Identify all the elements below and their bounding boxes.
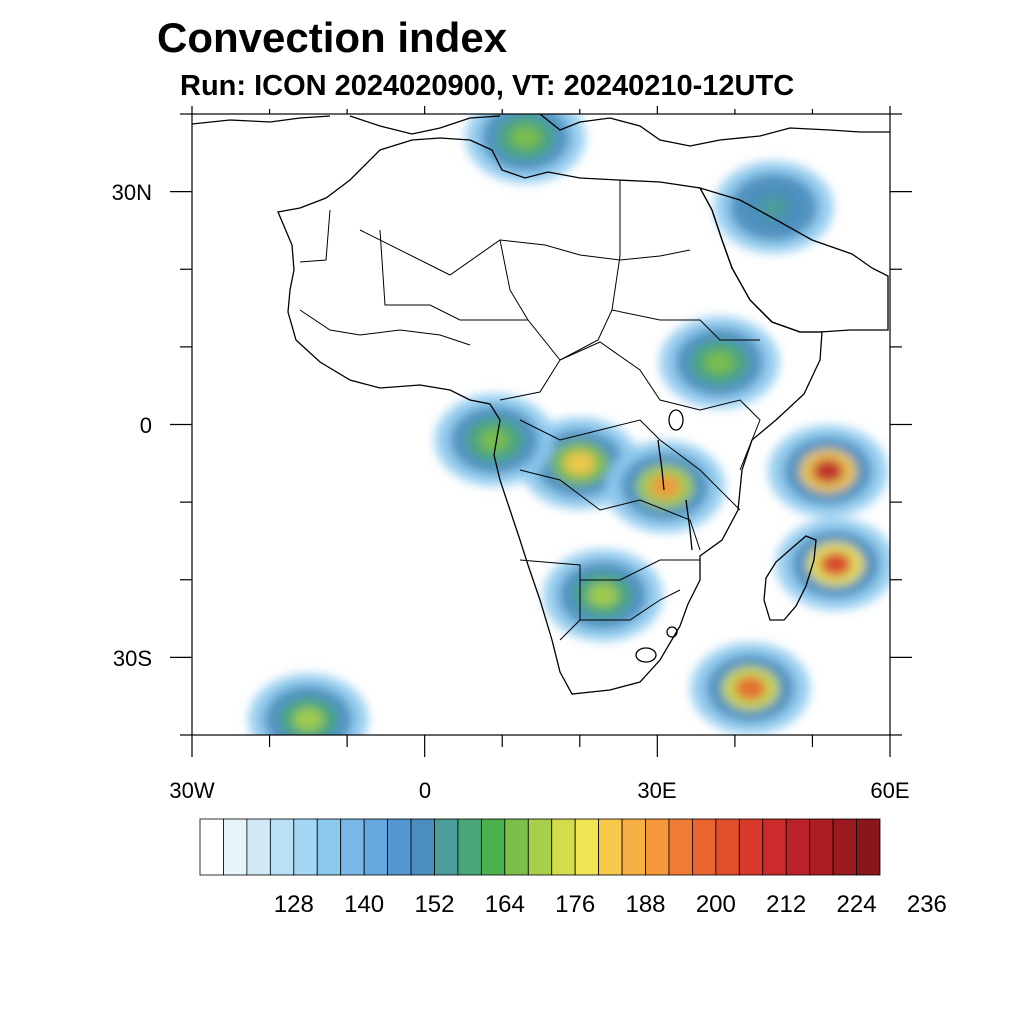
- convection-cell: [587, 583, 619, 608]
- colorbar-box: [809, 818, 834, 876]
- colorbar-labels: 128 140 152 164 176 188 200 212 224 236: [274, 891, 947, 918]
- border-line: [519, 419, 741, 511]
- y-tick-label: 30N: [112, 180, 152, 205]
- x-tick-label: 60E: [870, 778, 909, 803]
- colorbar: [199, 818, 881, 876]
- x-tick-label: 30E: [637, 778, 676, 803]
- border-line: [299, 209, 331, 263]
- y-tick-label: 30S: [113, 646, 152, 671]
- colorbar-box: [598, 818, 623, 876]
- colorbar-tick-label: 224: [837, 891, 877, 918]
- border-line: [519, 469, 701, 551]
- colorbar-tick-label: 188: [625, 891, 665, 918]
- convection-cell: [649, 474, 681, 499]
- coastlines: [192, 114, 890, 695]
- colorbar-box: [457, 818, 482, 876]
- colorbar-box: [246, 818, 271, 876]
- border-line: [559, 341, 761, 471]
- europe-coastline: [192, 114, 890, 147]
- colorbar-tick-label: 176: [555, 891, 595, 918]
- convection-cell: [292, 707, 324, 732]
- colorbar-box: [504, 818, 529, 876]
- national-borders: [299, 180, 761, 641]
- colorbar-tick-label: 212: [766, 891, 806, 918]
- border-line: [580, 559, 700, 581]
- colorbar-box: [410, 818, 435, 876]
- colorbar-box: [762, 818, 787, 876]
- colorbar-box: [551, 818, 576, 876]
- convection-cell: [758, 195, 790, 220]
- colorbar-box: [199, 818, 224, 876]
- colorbar-tick-label: 236: [907, 891, 947, 918]
- lake-victoria: [668, 409, 684, 431]
- x-tick-label: 0: [419, 778, 431, 803]
- lake-malawi: [685, 499, 693, 551]
- y-tick-label: 0: [140, 413, 152, 438]
- colorbar-box: [785, 818, 811, 876]
- chart-title: Convection index: [157, 14, 508, 61]
- convection-field: [248, 114, 890, 735]
- border-line: [519, 559, 581, 641]
- colorbar-box: [480, 818, 506, 876]
- colorbar-box: [574, 818, 600, 876]
- colorbar-box: [645, 818, 670, 876]
- convection-cell: [564, 451, 596, 476]
- x-axis-labels: 30W 0 30E 60E: [169, 778, 909, 803]
- colorbar-box: [223, 818, 248, 876]
- convection-cell: [703, 350, 735, 375]
- arabia-coastline: [698, 186, 889, 333]
- convection-cell: [820, 552, 852, 577]
- convection-cell: [734, 676, 767, 701]
- colorbar-box: [527, 818, 553, 876]
- axis-ticks: [170, 106, 912, 757]
- eswatini-outline: [666, 626, 678, 638]
- colorbar-box: [621, 818, 646, 876]
- colorbar-box: [316, 818, 342, 876]
- lake-tanganyika: [657, 439, 665, 491]
- colorbar-tick-label: 152: [414, 891, 454, 918]
- colorbar-box: [340, 818, 365, 876]
- convection-cell: [812, 459, 844, 484]
- convection-cell: [478, 428, 511, 453]
- colorbar-tick-label: 200: [696, 891, 736, 918]
- colorbar-box: [715, 818, 740, 876]
- colorbar-box: [832, 818, 857, 876]
- border-line: [499, 180, 621, 401]
- border-line: [611, 309, 760, 341]
- colorbar-box: [668, 818, 693, 876]
- border-line: [359, 229, 529, 321]
- border-line: [580, 589, 681, 621]
- x-tick-label: 30W: [169, 778, 214, 803]
- colorbar-box: [269, 818, 295, 876]
- colorbar-box: [738, 818, 764, 876]
- colorbar-tick-label: 140: [344, 891, 384, 918]
- colorbar-box: [692, 818, 717, 876]
- colorbar-box: [363, 818, 388, 876]
- chart-subtitle: Run: ICON 2024020900, VT: 20240210-12UTC: [180, 70, 795, 102]
- border-line: [299, 309, 471, 346]
- africa-coastline: [277, 137, 823, 695]
- colorbar-box: [387, 818, 412, 876]
- colorbar-box: [434, 818, 459, 876]
- y-axis-labels: 30N 0 30S: [112, 180, 152, 671]
- colorbar-tick-label: 164: [485, 891, 525, 918]
- convection-cell: [509, 125, 542, 150]
- lesotho-outline: [635, 647, 657, 663]
- border-line: [379, 229, 561, 361]
- colorbar-box: [293, 818, 318, 876]
- madagascar-coastline: [763, 535, 817, 621]
- colorbar-box: [856, 818, 881, 876]
- border-line: [499, 239, 691, 261]
- colorbar-tick-label: 128: [274, 891, 314, 918]
